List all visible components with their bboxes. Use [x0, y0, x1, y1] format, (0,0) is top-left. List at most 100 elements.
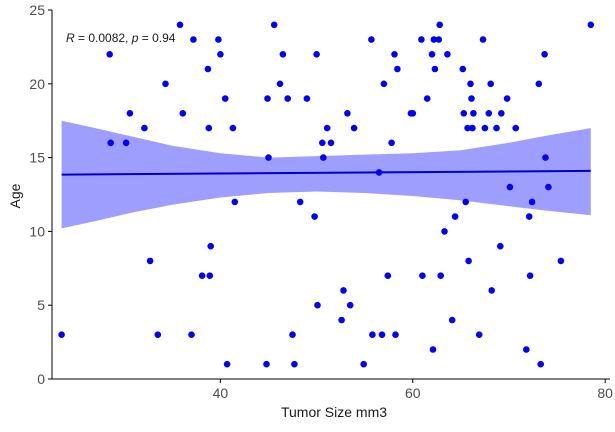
data-point — [525, 213, 533, 220]
data-point — [207, 242, 214, 250]
data-point — [545, 183, 552, 191]
data-point — [384, 272, 392, 280]
data-point — [394, 65, 401, 73]
data-point — [537, 360, 544, 368]
data-point — [368, 36, 375, 43]
data-point — [270, 21, 278, 29]
data-point — [314, 301, 321, 309]
data-point — [469, 124, 476, 132]
data-point — [465, 257, 472, 265]
data-point — [323, 124, 331, 132]
data-point — [506, 183, 514, 191]
data-point — [479, 36, 487, 43]
data-point — [344, 110, 351, 117]
data-point — [503, 95, 511, 102]
x-axis-title: Tumor Size mm3 — [281, 404, 387, 420]
data-point — [488, 287, 496, 294]
data-point — [190, 36, 197, 43]
data-point — [311, 213, 318, 220]
data-point — [204, 65, 212, 73]
confidence-band-layer — [61, 120, 591, 229]
data-point — [327, 139, 335, 147]
data-point — [388, 139, 395, 147]
data-point — [441, 228, 448, 235]
data-point — [188, 331, 195, 339]
data-point — [296, 198, 304, 206]
data-point — [126, 110, 134, 117]
data-point — [360, 360, 368, 368]
data-point — [106, 51, 113, 58]
confidence-band — [61, 120, 591, 229]
data-point — [107, 139, 114, 147]
data-point — [523, 346, 530, 353]
data-point — [284, 95, 292, 102]
y-tick-label: 5 — [37, 297, 45, 313]
data-point — [263, 360, 270, 368]
data-point — [179, 110, 187, 117]
data-point — [319, 139, 326, 147]
data-point — [429, 346, 437, 353]
data-point — [231, 198, 239, 206]
data-point — [435, 36, 443, 43]
x-tick-label: 80 — [597, 385, 613, 401]
data-point — [467, 80, 474, 88]
data-point — [229, 124, 237, 132]
data-point — [470, 110, 477, 117]
data-point — [419, 272, 426, 280]
data-point — [392, 331, 399, 339]
data-point — [198, 272, 206, 280]
data-point — [493, 124, 500, 132]
data-point — [217, 51, 224, 58]
data-point — [303, 95, 311, 102]
data-point — [526, 272, 534, 280]
y-axis-title: Age — [7, 183, 23, 208]
data-point — [459, 65, 467, 73]
data-point — [141, 124, 148, 132]
data-point — [436, 21, 444, 29]
regression-line-layer — [61, 169, 591, 176]
data-point — [428, 51, 436, 58]
y-tick-label: 15 — [29, 150, 45, 166]
data-point — [276, 80, 284, 88]
data-point — [340, 287, 347, 294]
data-point — [431, 65, 439, 73]
r-value: = 0.0082, — [75, 31, 132, 45]
y-tick-label: 25 — [29, 2, 45, 18]
data-point — [264, 95, 271, 102]
r-symbol: R — [66, 31, 75, 45]
data-point — [391, 51, 398, 58]
data-point — [418, 36, 425, 43]
data-point — [475, 331, 483, 339]
data-point — [512, 124, 519, 132]
p-value: = 0.94 — [138, 31, 175, 45]
data-point — [437, 272, 445, 280]
data-point — [462, 198, 470, 206]
data-point — [430, 36, 438, 43]
data-point — [468, 95, 475, 102]
data-point — [380, 80, 388, 88]
data-point — [58, 331, 65, 339]
data-point — [451, 213, 459, 220]
data-point — [162, 80, 169, 88]
data-point — [378, 331, 386, 339]
data-point — [206, 272, 214, 280]
data-point — [587, 21, 595, 29]
data-point — [444, 51, 451, 58]
data-point — [460, 110, 468, 117]
data-point — [146, 257, 154, 265]
data-points-layer — [58, 21, 595, 368]
data-point — [338, 316, 345, 324]
correlation-annotation: R = 0.0082, p = 0.94 — [66, 31, 176, 45]
data-point — [265, 154, 272, 161]
axes-layer: 40 60 80 0 5 10 15 20 25 — [29, 2, 613, 401]
x-tick-label: 40 — [213, 385, 229, 401]
data-point — [291, 360, 298, 368]
data-point — [221, 95, 229, 102]
data-point — [369, 331, 376, 339]
data-point — [320, 154, 327, 161]
x-tick-label: 60 — [405, 385, 421, 401]
data-point — [409, 110, 417, 117]
data-point — [528, 198, 536, 206]
data-point — [154, 331, 162, 339]
